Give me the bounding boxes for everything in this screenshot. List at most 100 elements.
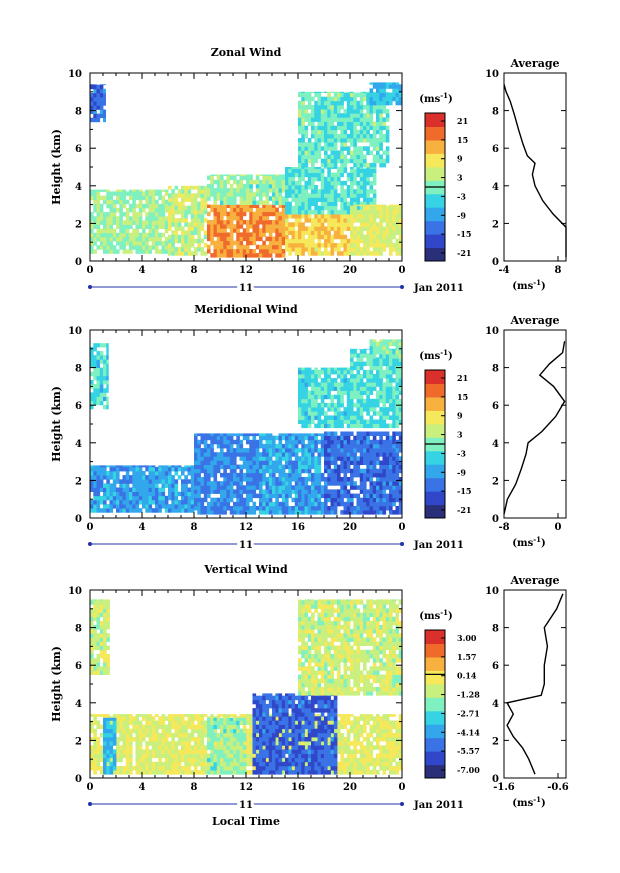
heatmap-cell [298, 167, 302, 169]
heatmap-cell [317, 415, 322, 420]
heatmap-cell [389, 378, 393, 383]
heatmap-cell [90, 355, 94, 360]
heatmap-cell [320, 185, 325, 190]
heatmap-cell [333, 214, 338, 219]
heatmap-cell [385, 150, 390, 155]
heatmap-cell [298, 230, 302, 235]
heatmap-cell [379, 341, 383, 347]
heatmap-cell [369, 489, 374, 494]
heatmap-cell [337, 477, 341, 482]
heatmap-cell [317, 489, 322, 494]
heatmap-cell [379, 378, 383, 383]
heatmap-cell [119, 504, 123, 509]
heatmap-cell [246, 501, 250, 507]
heatmap-cell [333, 493, 338, 499]
heatmap-cell [103, 241, 107, 246]
heatmap-cell [145, 732, 149, 738]
heatmap-cell [281, 232, 286, 237]
heatmap-cell [285, 477, 289, 482]
heatmap-cell [369, 204, 374, 207]
heatmap-cell [122, 753, 127, 759]
heatmap-cell [181, 741, 185, 746]
unit-exponent: -1 [533, 535, 541, 544]
heatmap-cell [116, 508, 120, 513]
heatmap-cell [304, 214, 309, 219]
heatmap-cell [327, 214, 331, 219]
heatmap-cell [398, 386, 403, 391]
heatmap-cell [382, 501, 387, 507]
heatmap-cell [197, 489, 201, 494]
heatmap-cell [181, 508, 185, 513]
heatmap-cell [366, 407, 370, 412]
heatmap-cell [353, 218, 357, 223]
heatmap-cell [340, 251, 344, 256]
heatmap-cell [346, 411, 351, 416]
average-y-tick-label: 4 [492, 439, 499, 450]
heatmap-cell [359, 378, 364, 383]
heatmap-cell [187, 766, 192, 771]
heatmap-cell [226, 192, 231, 197]
heatmap-cell [278, 232, 283, 237]
heatmap-cell [109, 191, 114, 196]
heatmap-cell [359, 154, 364, 160]
colorbar-swatch [425, 450, 445, 465]
heatmap-cell [220, 493, 224, 499]
heatmap-cell [210, 433, 214, 437]
heatmap-cell [168, 465, 172, 468]
heatmap-cell [320, 189, 325, 194]
heatmap-cell [145, 770, 149, 775]
heatmap-cell [291, 485, 296, 490]
heatmap-cell [366, 348, 370, 350]
heatmap-cell [363, 172, 367, 178]
heatmap-cell [340, 129, 344, 135]
heatmap-cell [353, 353, 357, 358]
heatmap-cell [317, 247, 322, 252]
heatmap-cell [376, 374, 380, 379]
heatmap-cell [207, 175, 211, 181]
heatmap-cell [288, 489, 292, 494]
heatmap-cell [236, 497, 240, 503]
heatmap-cell [327, 92, 331, 98]
heatmap-cell [320, 493, 325, 499]
heatmap-cell [392, 357, 396, 362]
heatmap-cell [369, 180, 374, 186]
heatmap-cell [304, 142, 309, 147]
heatmap-cell [340, 113, 344, 118]
heatmap-cell [255, 228, 260, 233]
heatmap-cell [203, 510, 208, 515]
heatmap-cell [119, 487, 123, 492]
heatmap-cell [229, 204, 234, 208]
heatmap-cell [343, 431, 348, 436]
heatmap-cell [398, 243, 403, 248]
heatmap-cell [119, 491, 123, 497]
heatmap-cell [90, 475, 94, 480]
heatmap-cell [220, 460, 224, 465]
heatmap-cell [307, 117, 312, 122]
heatmap-cell [382, 419, 387, 424]
heatmap-cell [184, 247, 188, 252]
heatmap-cell [301, 100, 305, 106]
heatmap-cell [106, 359, 109, 364]
heatmap-cell [262, 207, 266, 213]
heatmap-cell [376, 439, 380, 445]
heatmap-cell [363, 510, 367, 515]
heatmap-cell [346, 443, 351, 449]
heatmap-cell [174, 766, 179, 771]
heatmap-cell [145, 195, 149, 201]
heatmap-cell [353, 125, 357, 131]
heatmap-cell [239, 204, 244, 208]
heatmap-cell [382, 468, 387, 474]
heatmap-cell [135, 195, 140, 201]
heatmap-cell [392, 398, 396, 404]
heatmap-cell [210, 489, 214, 494]
heatmap-cell [242, 183, 247, 189]
heatmap-cell [119, 241, 123, 246]
heatmap-cell [226, 240, 231, 246]
heatmap-cell [262, 175, 266, 181]
heatmap-cell [223, 501, 227, 507]
average-y-tick-label: 6 [492, 144, 499, 155]
heatmap-cell [252, 501, 257, 507]
heatmap-cell [171, 189, 175, 194]
heatmap-cell [346, 185, 351, 190]
heatmap-cell [233, 174, 237, 176]
